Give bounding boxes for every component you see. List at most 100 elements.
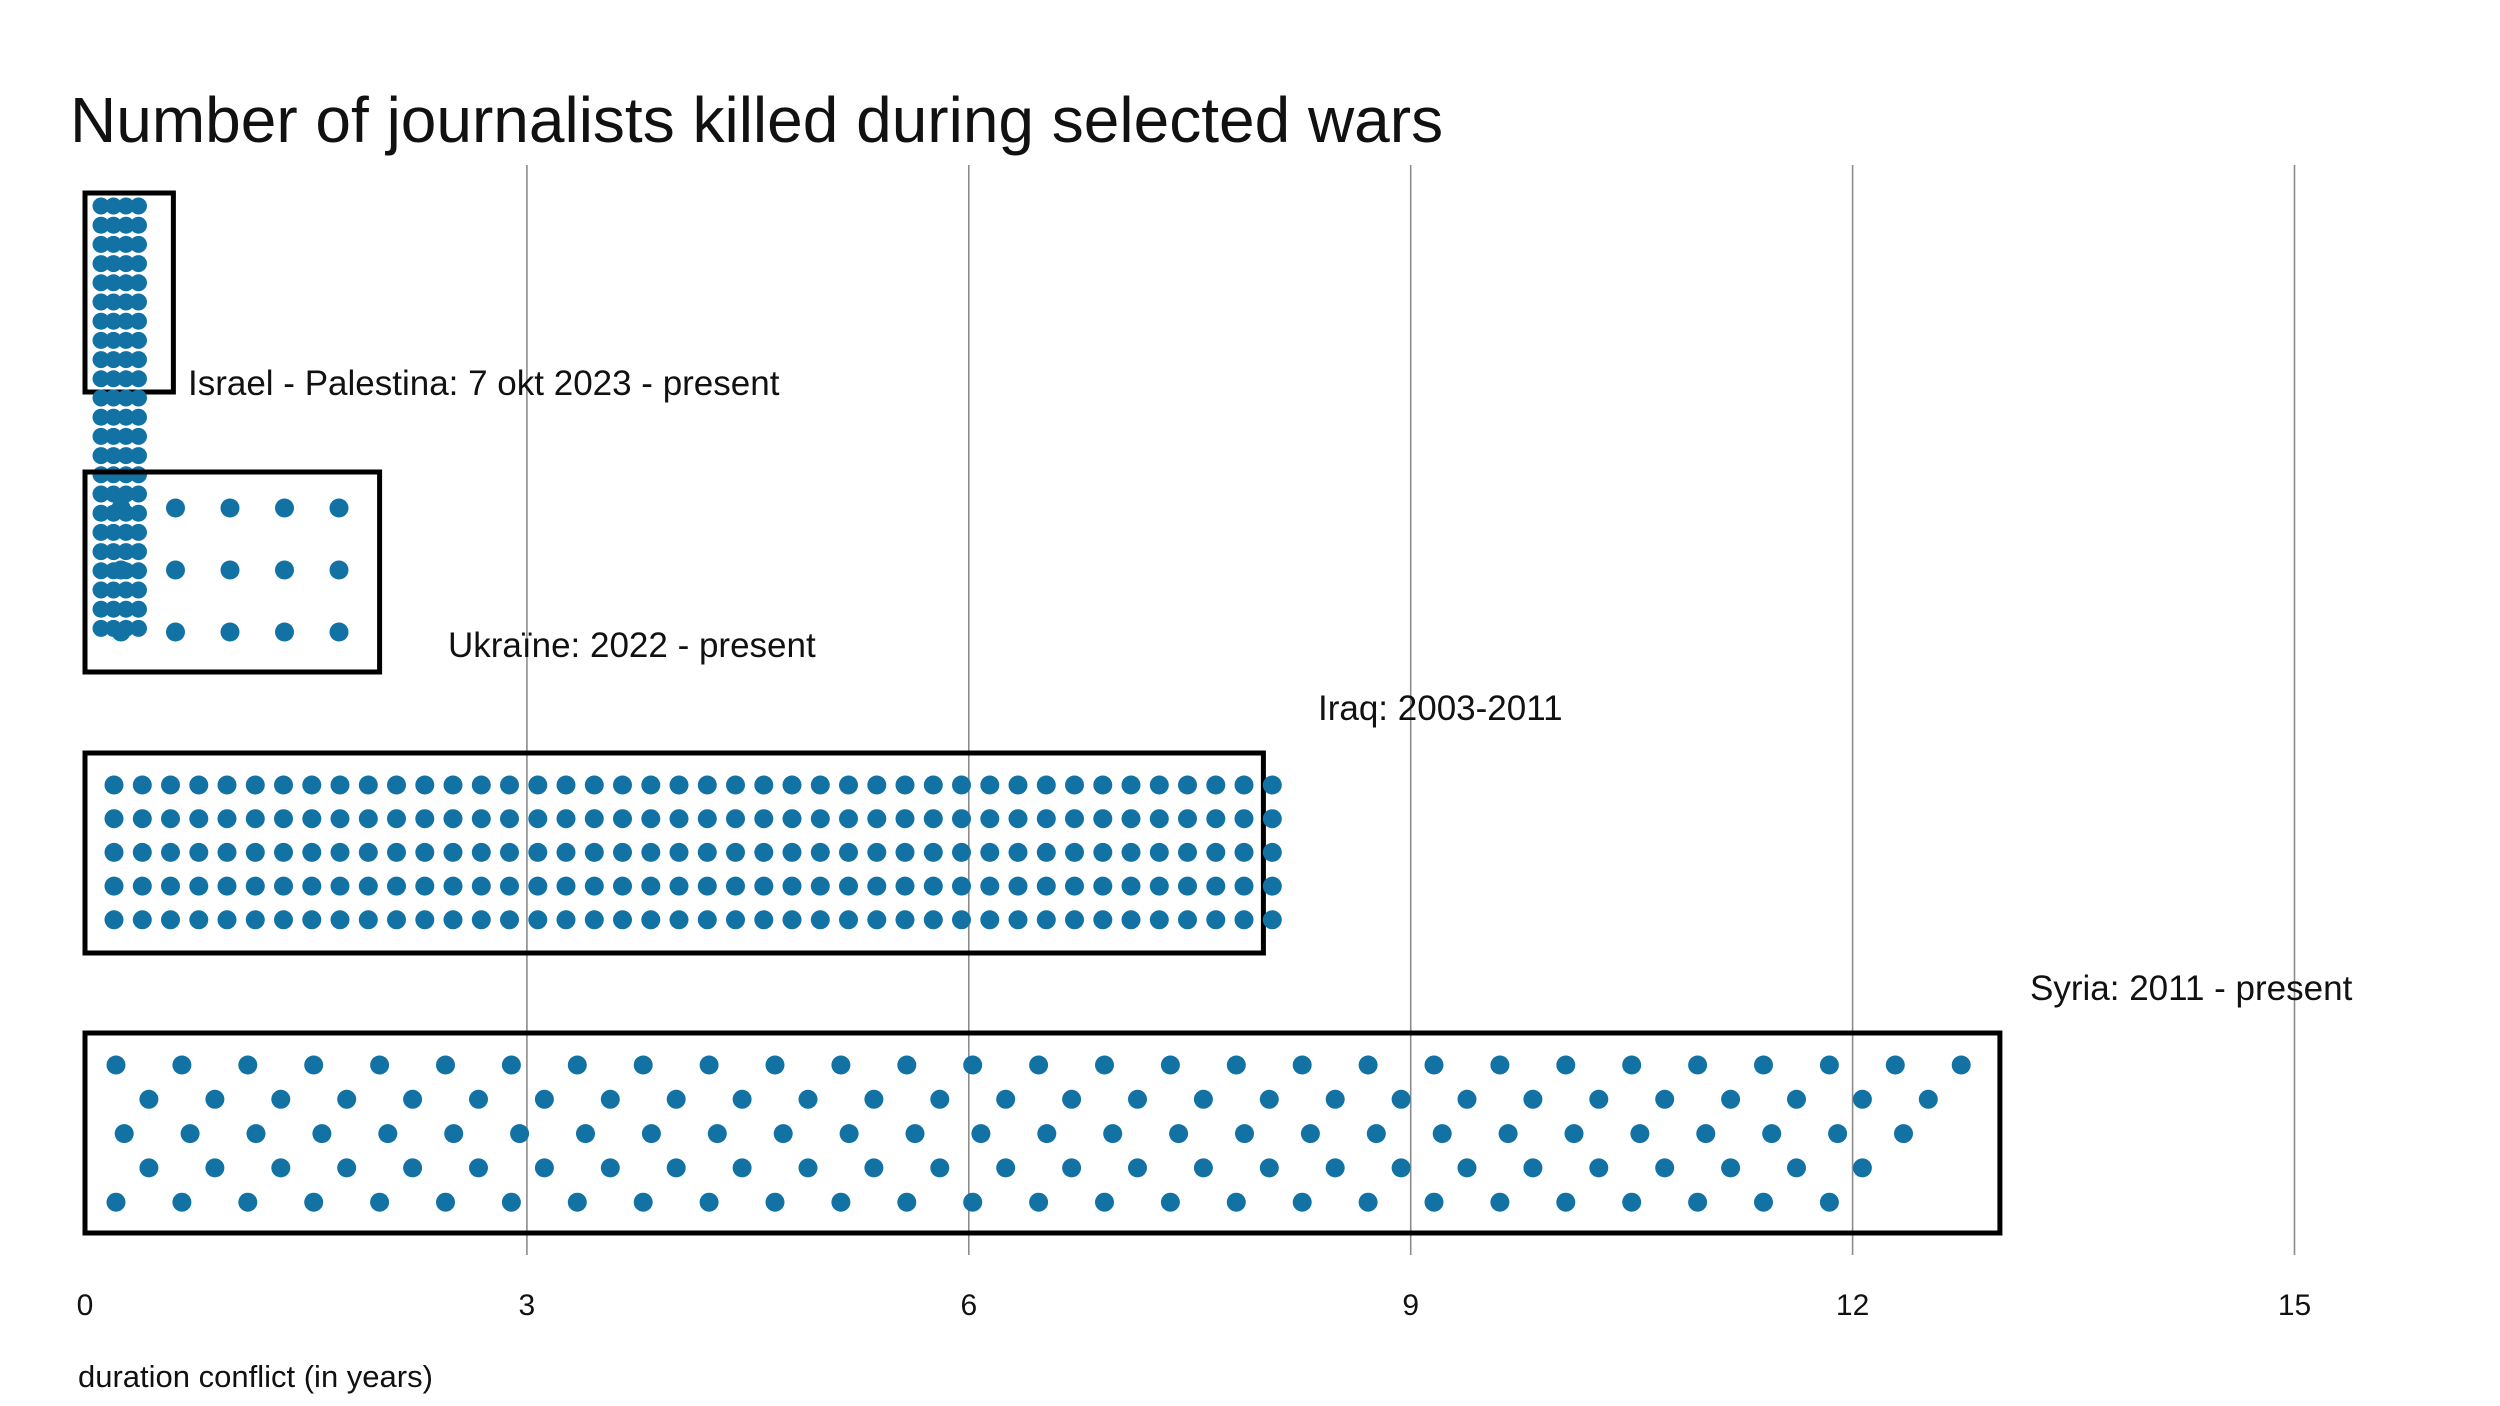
journalist-dot [952, 775, 971, 795]
journalist-dot [556, 876, 576, 896]
journalist-dot [1457, 1158, 1477, 1178]
journalist-dot [1121, 775, 1141, 795]
journalist-dot [358, 910, 378, 930]
journalist-dot [1149, 876, 1169, 896]
journalist-dot [556, 910, 576, 930]
journalist-dot [1366, 1124, 1386, 1144]
journalist-dot [1457, 1089, 1477, 1109]
journalist-dot [92, 447, 110, 465]
journalist-dot [105, 370, 122, 388]
journalist-dot [275, 498, 294, 518]
journalist-dot [130, 562, 147, 580]
journalist-dot [810, 842, 830, 862]
journalist-dot [782, 910, 802, 930]
journalist-dot [1300, 1124, 1320, 1144]
journalist-dot [1160, 1192, 1180, 1212]
journalist-dot [92, 389, 110, 407]
journalist-dot [132, 842, 152, 862]
journalist-dot [117, 427, 135, 445]
journalist-dot [302, 809, 322, 829]
journalist-dot [754, 809, 774, 829]
journalist-dot [1688, 1055, 1708, 1075]
journalist-dot [117, 600, 135, 618]
journalist-dot [92, 274, 110, 292]
journalist-dot [302, 876, 322, 896]
journalist-dot [117, 235, 135, 253]
journalist-dot [1819, 1055, 1839, 1075]
journalist-dot [867, 842, 887, 862]
journalist-dot [996, 1158, 1016, 1178]
duration-bar [82, 1030, 2003, 1236]
journalist-dot [130, 447, 147, 465]
journalist-dot [952, 842, 971, 862]
journalist-dot [666, 1158, 686, 1178]
journalist-dot [1121, 842, 1141, 862]
journalist-dot [1754, 1055, 1773, 1075]
journalist-dot [1556, 1192, 1576, 1212]
journalist-dot [130, 274, 147, 292]
journalist-dot [1787, 1089, 1806, 1109]
journalist-dot [1589, 1089, 1609, 1109]
journalist-dot [1193, 1089, 1213, 1109]
journalist-dot [117, 389, 135, 407]
journalist-dot [105, 235, 122, 253]
journalist-dot [782, 775, 802, 795]
journalist-dot [443, 775, 463, 795]
war-group: Israel - Palestina: 7 okt 2023 - present [82, 190, 780, 637]
journalist-dot [923, 809, 943, 829]
journalist-dot [669, 910, 689, 930]
journalist-dot [358, 775, 378, 795]
duration-bar [82, 469, 383, 675]
journalist-dot [104, 842, 124, 862]
journalist-dot [980, 809, 1000, 829]
journalist-dot [330, 910, 350, 930]
chart-title: Number of journalists killed during sele… [70, 84, 1443, 156]
journalist-dot [1093, 842, 1113, 862]
journalist-dot [443, 842, 463, 862]
journalist-dot [1234, 809, 1254, 829]
journalist-dot [105, 600, 122, 618]
x-tick-label: 0 [77, 1289, 94, 1322]
journalist-dot [1008, 876, 1028, 896]
journalist-dot [304, 1055, 324, 1075]
journalist-dot [996, 1089, 1016, 1109]
journalist-dot [1065, 910, 1084, 930]
journalist-dot [1262, 809, 1282, 829]
journalist-dot [1193, 1158, 1213, 1178]
journalist-dot [1178, 775, 1197, 795]
journalist-dot [1149, 842, 1169, 862]
journalist-dot [754, 775, 774, 795]
journalist-dot [1490, 1192, 1510, 1212]
journalist-dot [130, 504, 147, 522]
journalist-dot [500, 910, 519, 930]
journalist-dot [387, 809, 406, 829]
war-label: Syria: 2011 - present [2030, 969, 2353, 1008]
journalist-dot [1008, 842, 1028, 862]
journalist-dot [132, 910, 152, 930]
journalist-dot [923, 876, 943, 896]
journalist-dot [1852, 1089, 1872, 1109]
x-tick-label: 15 [2278, 1289, 2311, 1322]
journalist-dot [117, 255, 135, 273]
journalist-dot [415, 910, 435, 930]
journalist-dot [117, 197, 135, 215]
journalist-dot [92, 504, 110, 522]
journalist-dot [613, 842, 632, 862]
journalist-dot [782, 876, 802, 896]
journalist-dot [810, 775, 830, 795]
journalist-dot [471, 842, 491, 862]
journalist-dot [697, 809, 717, 829]
journalist-dot [707, 1124, 727, 1144]
journalist-dot [1762, 1124, 1782, 1144]
journalist-dot [92, 427, 110, 445]
journalist-dot [1149, 775, 1169, 795]
journalist-dot [534, 1089, 554, 1109]
journalist-dot [387, 842, 406, 862]
journalist-dot [1169, 1124, 1189, 1144]
journalist-dot [567, 1192, 587, 1212]
journalist-dot [415, 842, 435, 862]
journalist-dot [302, 910, 322, 930]
journalist-dot [773, 1124, 793, 1144]
journalist-dot [1262, 876, 1282, 896]
journalist-dot [867, 775, 887, 795]
